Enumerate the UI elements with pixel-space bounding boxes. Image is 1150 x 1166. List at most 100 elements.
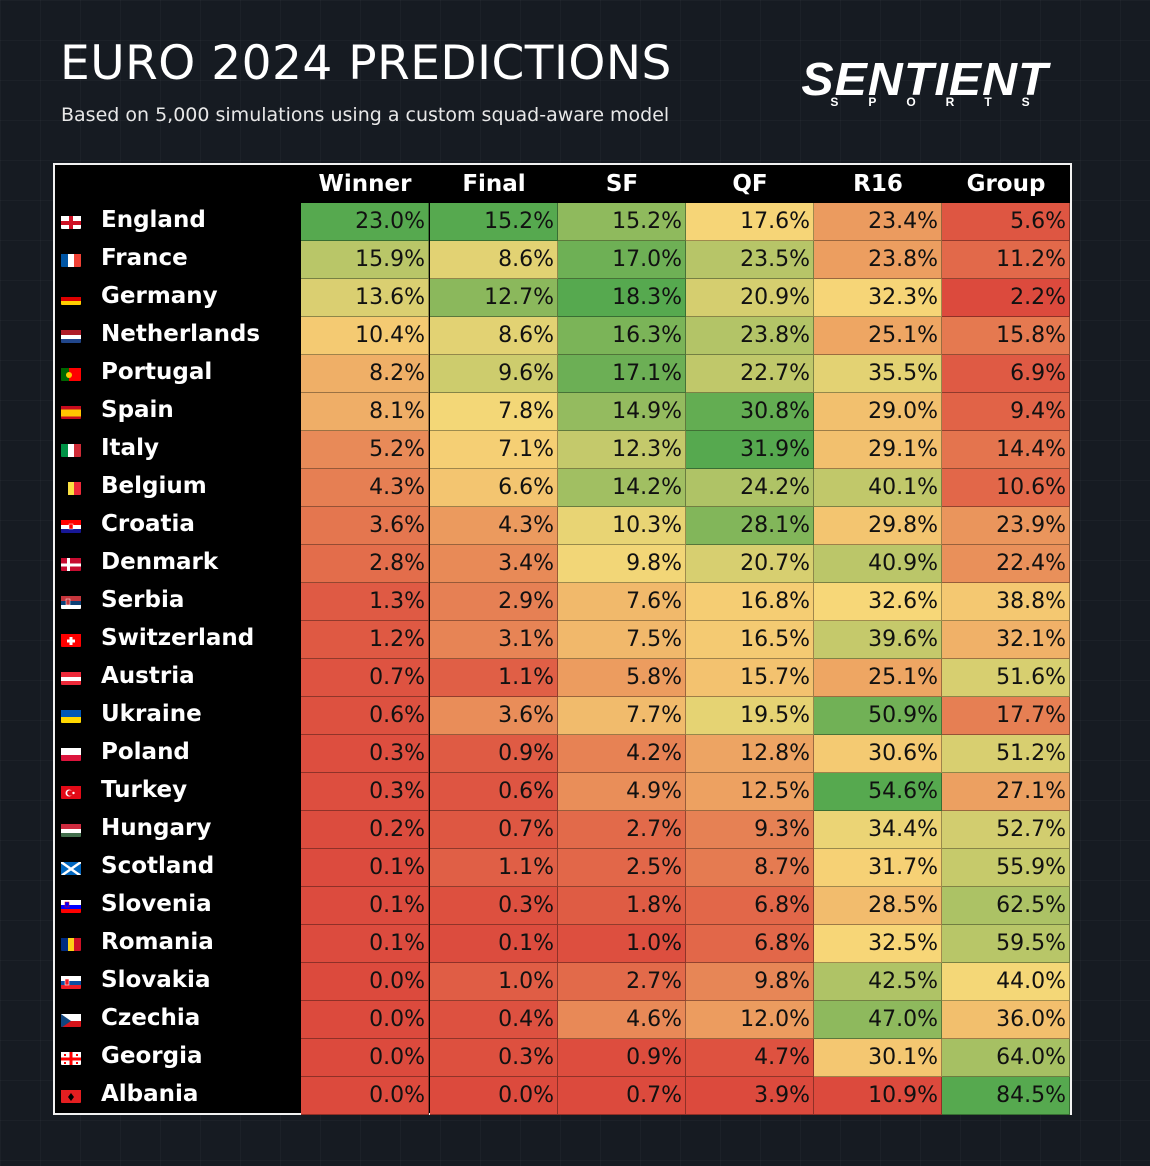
value-cell: 51.6% [942, 659, 1070, 697]
value-cell: 34.4% [814, 811, 942, 849]
value-cell: 9.3% [686, 811, 814, 849]
value-cell: 47.0% [814, 1001, 942, 1039]
value-cell: 8.2% [301, 355, 429, 393]
country-name: Portugal [101, 359, 213, 385]
value-cell: 12.5% [686, 773, 814, 811]
value-cell: 15.2% [558, 203, 686, 241]
value-cell: 18.3% [558, 279, 686, 317]
value-cell: 15.9% [301, 241, 429, 279]
country-name: Belgium [101, 473, 207, 499]
value-cell: 0.6% [301, 697, 429, 735]
value-cell: 4.6% [558, 1001, 686, 1039]
value-cell: 4.3% [430, 507, 558, 545]
value-cell: 30.8% [686, 393, 814, 431]
value-cell: 0.0% [430, 1077, 558, 1115]
country-name: Poland [101, 739, 190, 765]
column-header: Winner [318, 171, 412, 197]
value-cell: 1.0% [430, 963, 558, 1001]
country-name: France [101, 245, 188, 271]
table-row: Czechia 0.0% 0.4% 4.6% 12.0% 47.0% 36.0% [55, 1001, 1070, 1039]
value-cell: 2.2% [942, 279, 1070, 317]
value-cell: 8.6% [430, 317, 558, 355]
page-subtitle: Based on 5,000 simulations using a custo… [61, 104, 670, 126]
denmark-flag-icon [61, 557, 81, 571]
value-cell: 10.3% [558, 507, 686, 545]
switzerland-flag-icon [61, 633, 81, 647]
value-cell: 29.1% [814, 431, 942, 469]
country-name: Hungary [101, 815, 212, 841]
value-cell: 9.6% [430, 355, 558, 393]
value-cell: 1.3% [301, 583, 429, 621]
value-cell: 1.0% [558, 925, 686, 963]
table-row: England 23.0% 15.2% 15.2% 17.6% 23.4% 5.6% [55, 203, 1070, 241]
table-row: Ukraine 0.6% 3.6% 7.7% 19.5% 50.9% 17.7% [55, 697, 1070, 735]
value-cell: 0.1% [301, 887, 429, 925]
table-row: Georgia 0.0% 0.3% 0.9% 4.7% 30.1% 64.0% [55, 1039, 1070, 1077]
value-cell: 32.5% [814, 925, 942, 963]
value-cell: 15.8% [942, 317, 1070, 355]
country-name: Slovenia [101, 891, 212, 917]
albania-flag-icon [61, 1089, 81, 1103]
country-name: Spain [101, 397, 174, 423]
table-row: Portugal 8.2% 9.6% 17.1% 22.7% 35.5% 6.9% [55, 355, 1070, 393]
value-cell: 17.0% [558, 241, 686, 279]
value-cell: 7.1% [430, 431, 558, 469]
value-cell: 2.5% [558, 849, 686, 887]
table-row: Poland 0.3% 0.9% 4.2% 12.8% 30.6% 51.2% [55, 735, 1070, 773]
country-name: Croatia [101, 511, 195, 537]
value-cell: 0.3% [430, 887, 558, 925]
table-row: Scotland 0.1% 1.1% 2.5% 8.7% 31.7% 55.9% [55, 849, 1070, 887]
value-cell: 10.9% [814, 1077, 942, 1115]
value-cell: 29.8% [814, 507, 942, 545]
value-cell: 17.6% [686, 203, 814, 241]
france-flag-icon [61, 253, 81, 267]
value-cell: 2.8% [301, 545, 429, 583]
romania-flag-icon [61, 937, 81, 951]
value-cell: 9.8% [558, 545, 686, 583]
value-cell: 23.9% [942, 507, 1070, 545]
value-cell: 6.9% [942, 355, 1070, 393]
value-cell: 13.6% [301, 279, 429, 317]
value-cell: 8.1% [301, 393, 429, 431]
value-cell: 0.0% [301, 963, 429, 1001]
value-cell: 14.4% [942, 431, 1070, 469]
turkey-flag-icon [61, 785, 81, 799]
value-cell: 35.5% [814, 355, 942, 393]
value-cell: 8.7% [686, 849, 814, 887]
country-name: Czechia [101, 1005, 201, 1031]
value-cell: 31.9% [686, 431, 814, 469]
value-cell: 40.1% [814, 469, 942, 507]
value-cell: 2.7% [558, 963, 686, 1001]
value-cell: 32.6% [814, 583, 942, 621]
table-row: Italy 5.2% 7.1% 12.3% 31.9% 29.1% 14.4% [55, 431, 1070, 469]
value-cell: 20.9% [686, 279, 814, 317]
value-cell: 6.6% [430, 469, 558, 507]
column-header: SF [605, 171, 639, 197]
slovakia-flag-icon [61, 975, 81, 989]
czechia-flag-icon [61, 1013, 81, 1027]
value-cell: 0.4% [430, 1001, 558, 1039]
value-cell: 12.7% [430, 279, 558, 317]
value-cell: 16.8% [686, 583, 814, 621]
italy-flag-icon [61, 443, 81, 457]
value-cell: 12.3% [558, 431, 686, 469]
value-cell: 7.8% [430, 393, 558, 431]
country-name: Romania [101, 929, 214, 955]
value-cell: 51.2% [942, 735, 1070, 773]
value-cell: 0.7% [558, 1077, 686, 1115]
value-cell: 22.7% [686, 355, 814, 393]
value-cell: 59.5% [942, 925, 1070, 963]
value-cell: 2.7% [558, 811, 686, 849]
value-cell: 36.0% [942, 1001, 1070, 1039]
value-cell: 24.2% [686, 469, 814, 507]
croatia-flag-icon [61, 519, 81, 533]
value-cell: 19.5% [686, 697, 814, 735]
value-cell: 3.6% [430, 697, 558, 735]
value-cell: 1.1% [430, 849, 558, 887]
value-cell: 14.9% [558, 393, 686, 431]
value-cell: 6.8% [686, 887, 814, 925]
value-cell: 5.6% [942, 203, 1070, 241]
table-row: Slovakia 0.0% 1.0% 2.7% 9.8% 42.5% 44.0% [55, 963, 1070, 1001]
table-row: Romania 0.1% 0.1% 1.0% 6.8% 32.5% 59.5% [55, 925, 1070, 963]
value-cell: 25.1% [814, 659, 942, 697]
